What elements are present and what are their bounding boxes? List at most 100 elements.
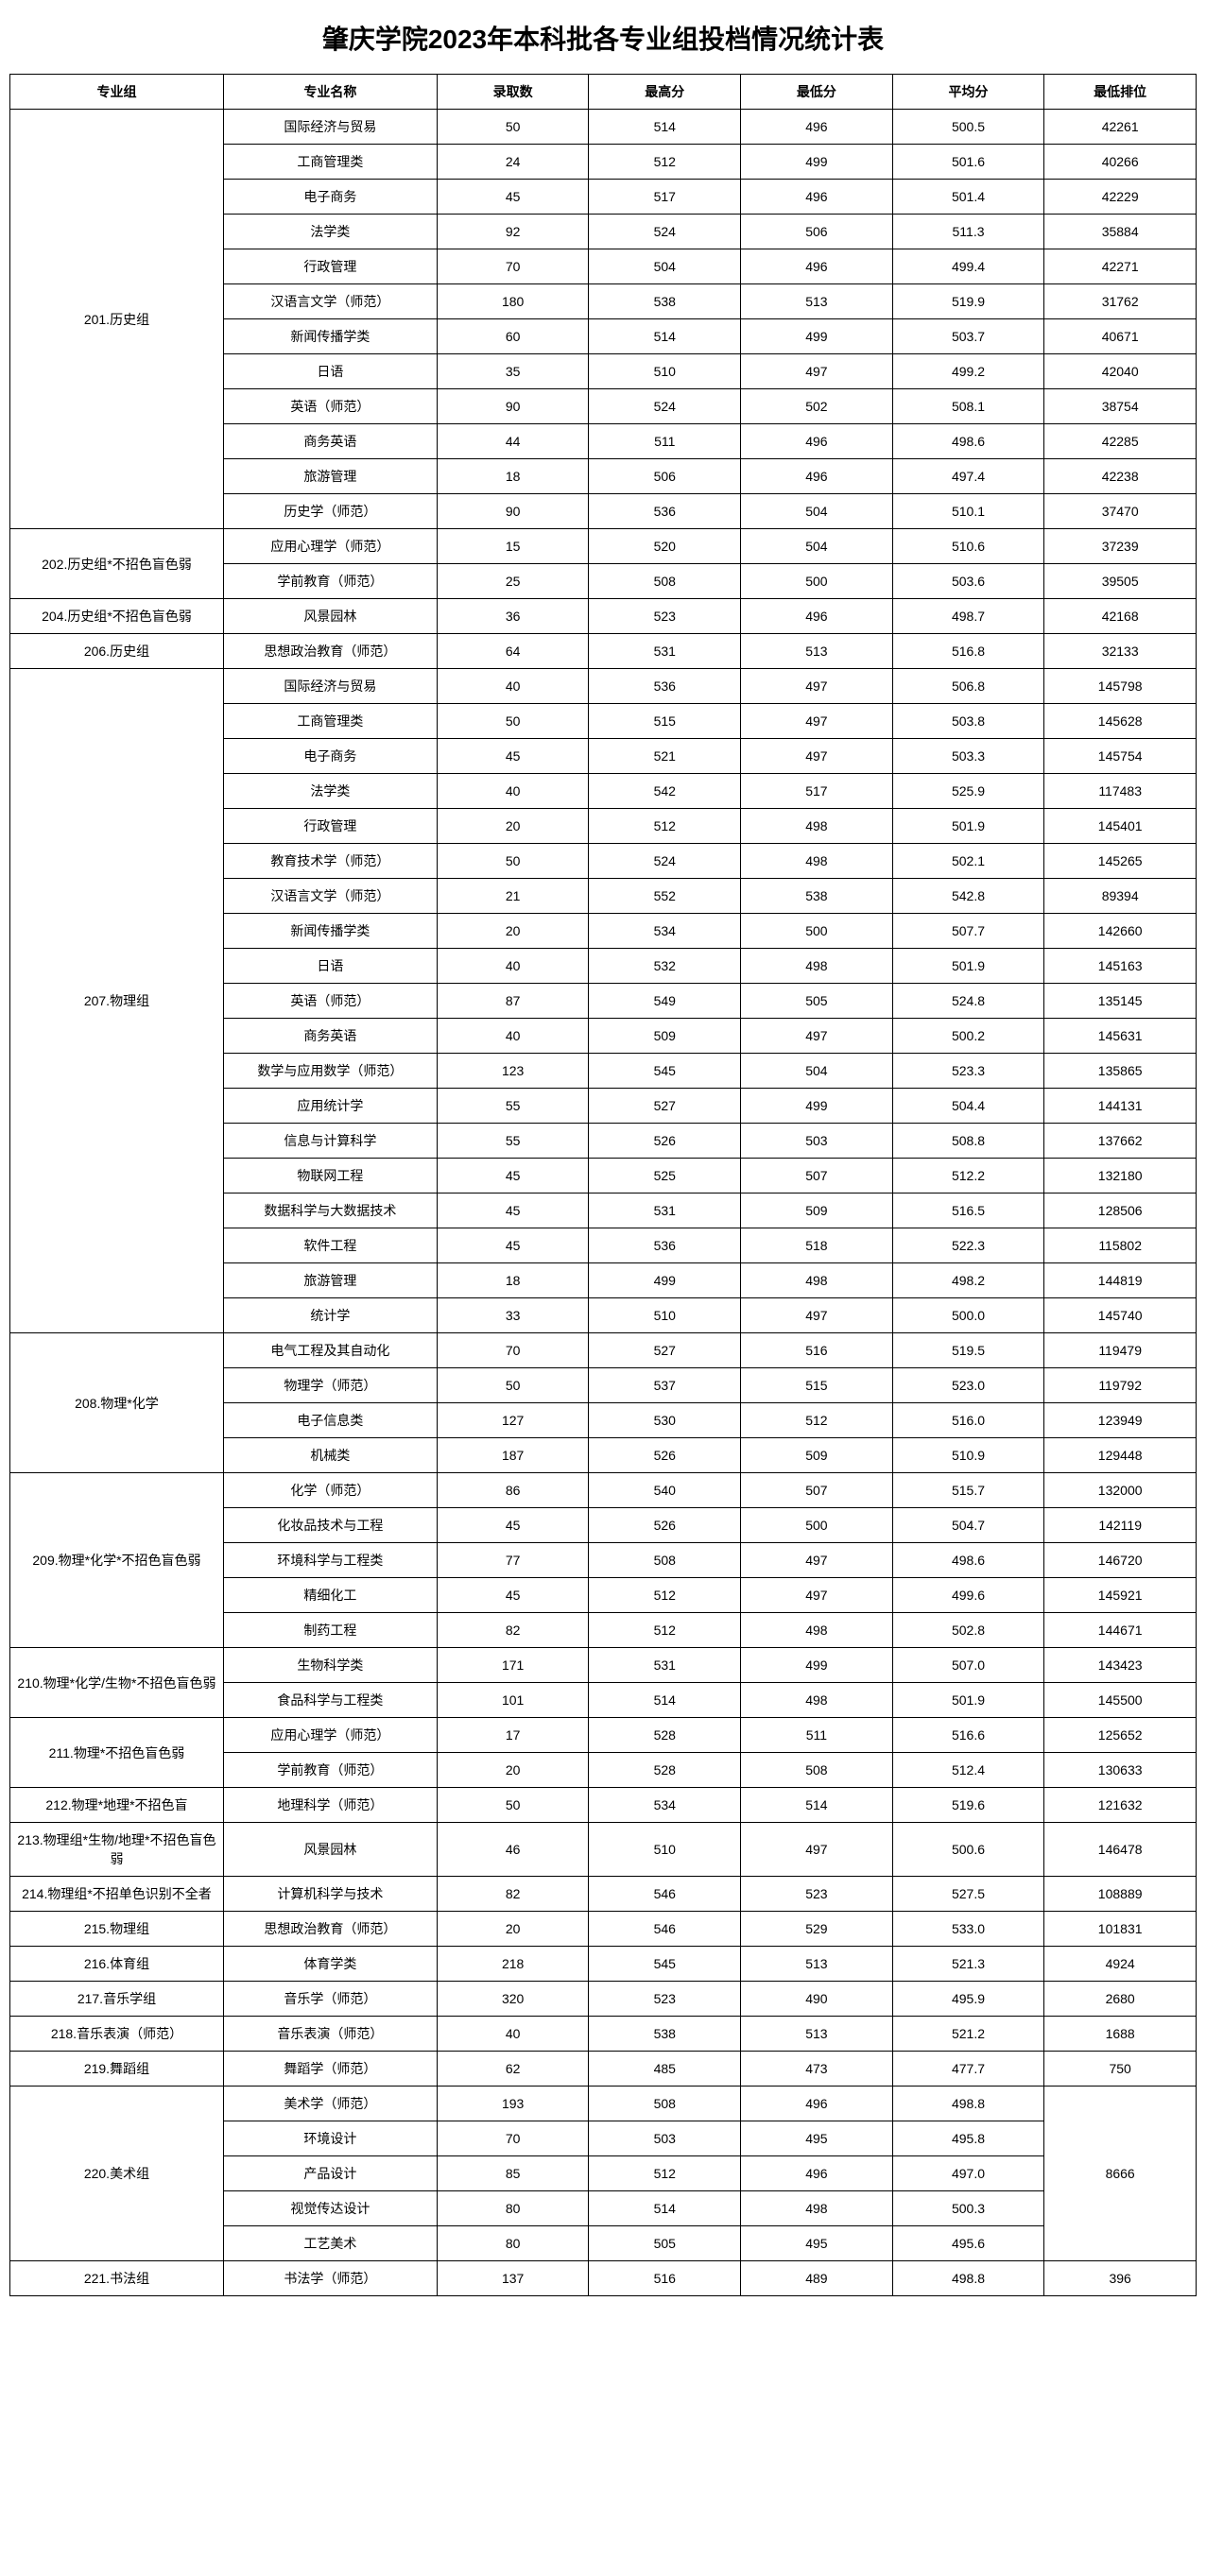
major-cell: 商务英语 xyxy=(223,424,437,459)
rank-cell: 145754 xyxy=(1044,739,1197,774)
avg-cell: 524.8 xyxy=(892,984,1044,1019)
rank-cell: 121632 xyxy=(1044,1788,1197,1823)
max-cell: 534 xyxy=(589,1788,741,1823)
avg-cell: 519.6 xyxy=(892,1788,1044,1823)
min-cell: 513 xyxy=(741,284,893,319)
major-cell: 体育学类 xyxy=(223,1947,437,1982)
rank-cell: 35884 xyxy=(1044,215,1197,249)
group-cell: 209.物理*化学*不招色盲色弱 xyxy=(10,1473,224,1648)
max-cell: 546 xyxy=(589,1912,741,1947)
min-cell: 498 xyxy=(741,949,893,984)
min-cell: 513 xyxy=(741,634,893,669)
avg-cell: 508.1 xyxy=(892,389,1044,424)
count-cell: 80 xyxy=(437,2191,589,2226)
min-cell: 508 xyxy=(741,1753,893,1788)
count-cell: 193 xyxy=(437,2087,589,2121)
rank-cell: 119479 xyxy=(1044,1333,1197,1368)
count-cell: 187 xyxy=(437,1438,589,1473)
count-cell: 55 xyxy=(437,1089,589,1124)
major-cell: 汉语言文学（师范） xyxy=(223,879,437,914)
group-cell: 212.物理*地理*不招色盲 xyxy=(10,1788,224,1823)
max-cell: 527 xyxy=(589,1089,741,1124)
min-cell: 497 xyxy=(741,1019,893,1054)
avg-cell: 498.8 xyxy=(892,2261,1044,2296)
rank-cell: 115802 xyxy=(1044,1228,1197,1263)
major-cell: 思想政治教育（师范） xyxy=(223,634,437,669)
count-cell: 90 xyxy=(437,389,589,424)
max-cell: 517 xyxy=(589,180,741,215)
max-cell: 540 xyxy=(589,1473,741,1508)
max-cell: 509 xyxy=(589,1019,741,1054)
major-cell: 环境设计 xyxy=(223,2121,437,2156)
count-cell: 25 xyxy=(437,564,589,599)
count-cell: 45 xyxy=(437,739,589,774)
major-cell: 风景园林 xyxy=(223,599,437,634)
avg-cell: 503.6 xyxy=(892,564,1044,599)
max-cell: 536 xyxy=(589,494,741,529)
table-row: 212.物理*地理*不招色盲地理科学（师范）50534514519.612163… xyxy=(10,1788,1197,1823)
min-cell: 504 xyxy=(741,529,893,564)
rank-cell: 108889 xyxy=(1044,1877,1197,1912)
max-cell: 549 xyxy=(589,984,741,1019)
min-cell: 490 xyxy=(741,1982,893,2017)
min-cell: 497 xyxy=(741,1823,893,1877)
major-cell: 教育技术学（师范） xyxy=(223,844,437,879)
major-cell: 地理科学（师范） xyxy=(223,1788,437,1823)
major-cell: 美术学（师范） xyxy=(223,2087,437,2121)
count-cell: 40 xyxy=(437,2017,589,2052)
rank-cell: 89394 xyxy=(1044,879,1197,914)
rank-cell: 145265 xyxy=(1044,844,1197,879)
major-cell: 日语 xyxy=(223,949,437,984)
max-cell: 512 xyxy=(589,145,741,180)
count-cell: 70 xyxy=(437,2121,589,2156)
rank-cell: 42285 xyxy=(1044,424,1197,459)
avg-cell: 498.8 xyxy=(892,2087,1044,2121)
avg-cell: 516.6 xyxy=(892,1718,1044,1753)
max-cell: 510 xyxy=(589,1823,741,1877)
max-cell: 524 xyxy=(589,389,741,424)
count-cell: 40 xyxy=(437,1019,589,1054)
min-cell: 497 xyxy=(741,354,893,389)
group-cell: 216.体育组 xyxy=(10,1947,224,1982)
min-cell: 498 xyxy=(741,2191,893,2226)
major-cell: 统计学 xyxy=(223,1298,437,1333)
rank-cell: 132180 xyxy=(1044,1159,1197,1194)
avg-cell: 499.6 xyxy=(892,1578,1044,1613)
avg-cell: 503.7 xyxy=(892,319,1044,354)
rank-cell: 146720 xyxy=(1044,1543,1197,1578)
count-cell: 55 xyxy=(437,1124,589,1159)
rank-cell: 31762 xyxy=(1044,284,1197,319)
major-cell: 软件工程 xyxy=(223,1228,437,1263)
max-cell: 515 xyxy=(589,704,741,739)
min-cell: 511 xyxy=(741,1718,893,1753)
count-cell: 171 xyxy=(437,1648,589,1683)
avg-cell: 511.3 xyxy=(892,215,1044,249)
avg-cell: 502.8 xyxy=(892,1613,1044,1648)
major-cell: 物理学（师范） xyxy=(223,1368,437,1403)
table-row: 204.历史组*不招色盲色弱风景园林36523496498.742168 xyxy=(10,599,1197,634)
count-cell: 21 xyxy=(437,879,589,914)
rank-cell: 32133 xyxy=(1044,634,1197,669)
major-cell: 制药工程 xyxy=(223,1613,437,1648)
count-cell: 92 xyxy=(437,215,589,249)
max-cell: 516 xyxy=(589,2261,741,2296)
max-cell: 534 xyxy=(589,914,741,949)
group-cell: 204.历史组*不招色盲色弱 xyxy=(10,599,224,634)
rank-cell: 130633 xyxy=(1044,1753,1197,1788)
count-cell: 87 xyxy=(437,984,589,1019)
group-cell: 217.音乐学组 xyxy=(10,1982,224,2017)
max-cell: 528 xyxy=(589,1753,741,1788)
count-cell: 45 xyxy=(437,180,589,215)
table-row: 201.历史组国际经济与贸易50514496500.542261 xyxy=(10,110,1197,145)
max-cell: 514 xyxy=(589,2191,741,2226)
rank-cell: 42238 xyxy=(1044,459,1197,494)
avg-cell: 508.8 xyxy=(892,1124,1044,1159)
count-cell: 20 xyxy=(437,1912,589,1947)
rank-cell: 129448 xyxy=(1044,1438,1197,1473)
max-cell: 508 xyxy=(589,1543,741,1578)
count-cell: 60 xyxy=(437,319,589,354)
min-cell: 514 xyxy=(741,1788,893,1823)
max-cell: 508 xyxy=(589,2087,741,2121)
min-cell: 489 xyxy=(741,2261,893,2296)
major-cell: 精细化工 xyxy=(223,1578,437,1613)
